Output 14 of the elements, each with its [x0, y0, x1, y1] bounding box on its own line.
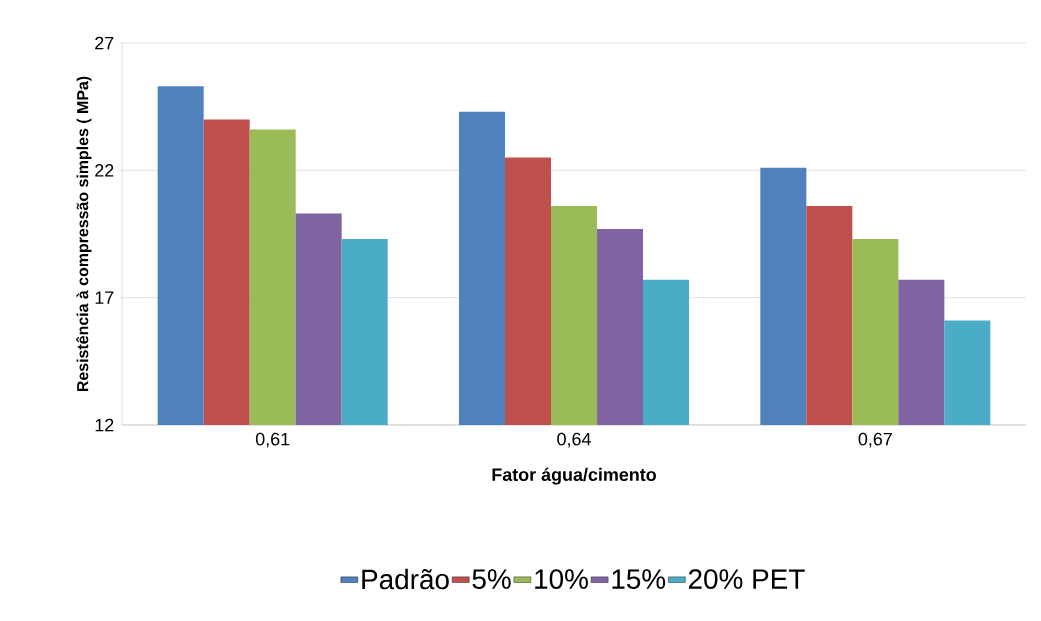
y-axis-title: Resistência à compressão simples ( MPa) [76, 76, 92, 392]
legend-label: 10% [535, 569, 588, 589]
legend-label: 20% PET [688, 569, 805, 589]
x-tick-label: 0,64 [557, 432, 591, 448]
x-tick-label: 0,61 [255, 432, 290, 448]
x-axis-title: Fator água/cimento [492, 467, 656, 485]
legend-label: 15% [612, 569, 666, 589]
legend-label: 5% [472, 569, 511, 589]
y-tick-label: 17 [95, 291, 114, 304]
y-tick-label: 22 [95, 164, 114, 177]
x-tick-label: 0,67 [858, 432, 892, 448]
legend-label: Padrão [362, 568, 449, 590]
y-tick-label: 27 [95, 36, 114, 50]
y-tick-label: 12 [95, 418, 114, 432]
